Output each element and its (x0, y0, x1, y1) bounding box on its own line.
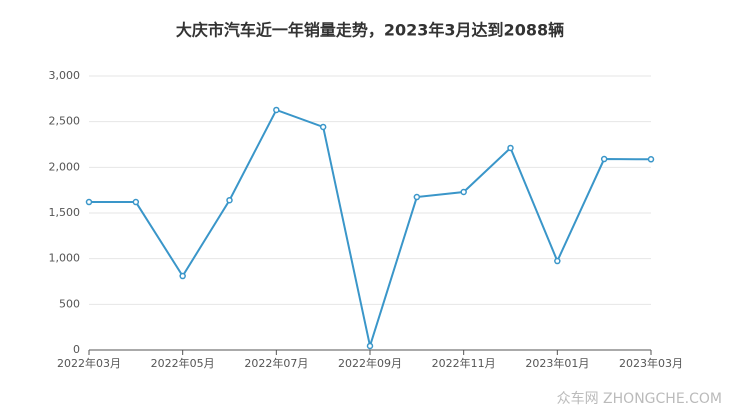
chart-title: 大庆市汽车近一年销量走势，2023年3月达到2088辆 (176, 21, 564, 40)
point (273, 106, 280, 114)
y-tick-label: 500 (59, 297, 80, 310)
x-tick-label: 2022年05月 (151, 356, 215, 370)
x-tick-label: 2022年07月 (244, 356, 308, 370)
y-tick-label: 1,000 (49, 252, 81, 265)
y-tick-label: 2,500 (49, 115, 81, 128)
point (507, 144, 514, 152)
y-tick-label: 0 (73, 343, 80, 356)
point (226, 196, 233, 204)
y-tick-label: 3,000 (49, 69, 81, 82)
point (319, 123, 327, 131)
point (647, 156, 655, 163)
point (460, 188, 467, 196)
point (413, 193, 421, 201)
watermark: 众车网 ZHONGCHE.COM (557, 390, 722, 407)
x-tick-label: 2023年03月 (619, 356, 683, 370)
x-tick-label: 2022年11月 (432, 356, 496, 370)
point (554, 257, 561, 265)
x-tick-label: 2022年03月 (57, 356, 121, 370)
point (600, 155, 608, 163)
point (85, 198, 93, 206)
point (132, 198, 140, 206)
point (179, 272, 186, 280)
x-tick-label: 2023年01月 (525, 356, 589, 370)
point (366, 342, 374, 350)
x-tick-label: 2022年09月 (338, 356, 402, 370)
y-tick-label: 1,500 (49, 206, 81, 219)
y-tick-label: 2,000 (49, 160, 81, 173)
